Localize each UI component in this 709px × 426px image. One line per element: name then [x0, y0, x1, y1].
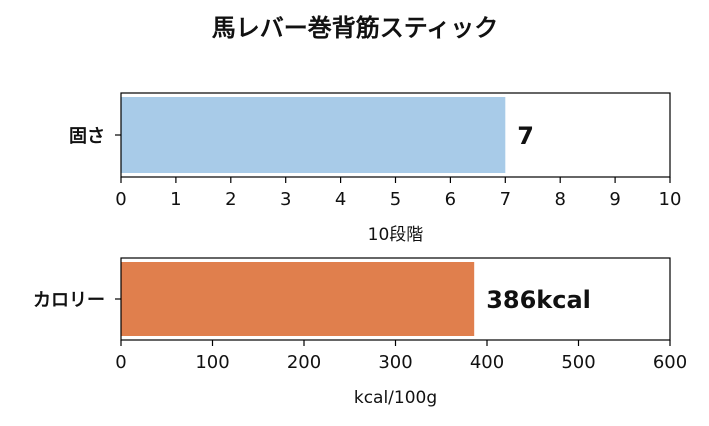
- x-tick-label: 6: [445, 189, 456, 210]
- x-tick-label: 500: [561, 352, 595, 373]
- undefined-bar: [121, 97, 506, 173]
- chart-hardness: 固さ 7 0 1 2 3 4 5 6 7 8 9 10 10段階: [69, 92, 682, 245]
- x-tick-label: 3: [280, 189, 291, 210]
- category-label: 固さ: [69, 126, 105, 147]
- category-label: カロリー: [33, 290, 105, 311]
- x-tick-label: 7: [500, 189, 511, 210]
- x-axis-label: kcal/100g: [354, 388, 437, 408]
- x-tick-label: 5: [390, 189, 401, 210]
- x-tick-label: 2: [225, 189, 236, 210]
- undefined-bar: [121, 262, 475, 336]
- x-tick-label: 100: [195, 352, 229, 373]
- value-label: 7: [517, 122, 534, 150]
- x-tick-label: 0: [115, 189, 126, 210]
- x-tick-label: 8: [554, 189, 565, 210]
- x-tick-label: 10: [659, 189, 682, 210]
- x-tick-label: 0: [115, 352, 126, 373]
- x-tick-label: 4: [335, 189, 346, 210]
- x-tick-label: 600: [653, 352, 687, 373]
- x-axis-label: 10段階: [368, 225, 424, 245]
- x-tick-label: 300: [378, 352, 412, 373]
- x-tick-label: 9: [609, 189, 620, 210]
- value-label: 386kcal: [486, 286, 591, 314]
- chart-calories: カロリー 386kcal 0 100 200 300 400 500 600 kcal/100g: [33, 257, 687, 408]
- x-tick-label: 200: [287, 352, 321, 373]
- chart-title: 馬レバー巻背筋スティック: [212, 14, 499, 42]
- x-tick-label: 1: [170, 189, 181, 210]
- x-tick-label: 400: [470, 352, 504, 373]
